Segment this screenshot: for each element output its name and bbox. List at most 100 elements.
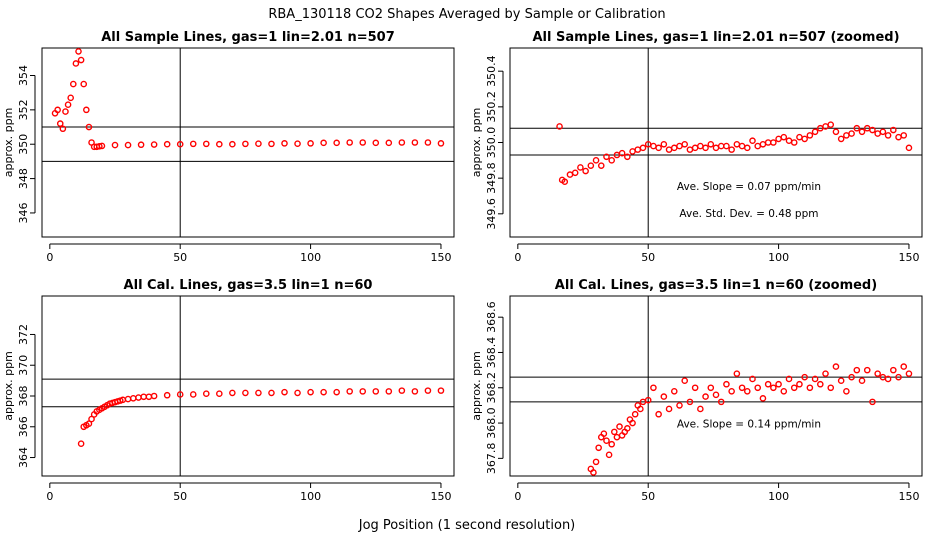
y-tick-label: 368 [17, 386, 30, 407]
data-point [255, 140, 262, 148]
data-point [900, 363, 908, 370]
x-tick-label: 0 [514, 490, 521, 503]
data-point [655, 410, 662, 418]
data-point [561, 178, 569, 186]
panel-cal-lines: All Cal. Lines, gas=3.5 lin=1 n=60 0 50 100… [2, 278, 455, 503]
x-tick-label: 0 [46, 251, 53, 264]
data-point [676, 142, 683, 150]
data-point [385, 139, 393, 147]
data-point [858, 128, 866, 136]
y-tick-label: 348 [17, 168, 30, 189]
data-point [738, 142, 746, 150]
data-point [770, 139, 777, 146]
data-point [650, 142, 657, 150]
plot-frame [509, 47, 923, 238]
data-point [595, 444, 602, 452]
y-tick-label: 368.6 [485, 301, 498, 333]
data-point [163, 391, 171, 399]
data-point [827, 121, 835, 128]
data-point [608, 157, 615, 164]
data-point [346, 388, 353, 395]
data-point [124, 141, 132, 149]
panel-title: All Cal. Lines, gas=3.5 lin=1 n=60 [124, 278, 373, 293]
data-point [618, 149, 626, 157]
data-point [853, 124, 861, 132]
data-point [268, 389, 275, 397]
data-point [728, 387, 735, 395]
data-point [691, 384, 699, 392]
data-point [145, 393, 153, 401]
data-point [806, 132, 814, 139]
annotation: Ave. Slope = 0.14 ppm/min [677, 418, 821, 430]
data-point [733, 140, 741, 148]
data-point [83, 106, 90, 114]
data-point [848, 130, 855, 137]
data-point [764, 139, 772, 146]
x-tick-label: 50 [641, 251, 655, 264]
panel-cal-lines-zoomed: All Cal. Lines, gas=3.5 lin=1 n=60 (zoom… [470, 278, 923, 503]
data-point [372, 139, 380, 147]
data-point [582, 167, 589, 175]
data-point [176, 391, 184, 398]
data-point [307, 140, 314, 147]
y-tick-label: 349.8 [485, 162, 498, 194]
data-point [216, 390, 223, 397]
data-point [69, 80, 77, 88]
data-point [54, 106, 61, 114]
data-point [759, 395, 767, 402]
data-point [85, 123, 93, 131]
data-point [281, 388, 288, 396]
x-tick-label: 50 [173, 490, 187, 503]
x-tick-label: 100 [300, 251, 321, 264]
y-tick-label: 350.2 [485, 91, 498, 123]
data-point [72, 60, 80, 67]
x-tick-label: 50 [173, 251, 187, 264]
data-point [631, 410, 639, 418]
data-point [858, 377, 866, 385]
x-tick-label: 100 [768, 251, 789, 264]
data-point [592, 157, 600, 164]
data-point [587, 162, 595, 169]
data-point [80, 80, 88, 88]
data-point [189, 140, 197, 148]
data-point [372, 388, 380, 395]
data-point [905, 144, 913, 152]
y-tick-label: 350.4 [485, 55, 498, 87]
data-point [827, 384, 835, 392]
plot-frame [41, 295, 455, 477]
data-point [796, 380, 803, 388]
data-point [611, 428, 618, 436]
x-tick-label: 0 [46, 490, 53, 503]
data-point [437, 140, 445, 147]
data-point [216, 140, 223, 148]
data-point [320, 388, 327, 396]
data-point [650, 384, 657, 392]
data-point [613, 433, 621, 441]
data-point [359, 388, 367, 395]
data-point [176, 140, 184, 148]
data-point [202, 390, 210, 397]
panel-title: All Cal. Lines, gas=3.5 lin=1 n=60 (zoom… [555, 278, 877, 293]
panel-sample-lines: All Sample Lines, gas=1 lin=2.01 n=507 0 5… [2, 30, 455, 264]
data-point [320, 139, 327, 147]
data-point [281, 140, 288, 147]
y-tick-label: 364 [17, 447, 30, 468]
y-tick-label: 354 [17, 65, 30, 86]
data-point [707, 384, 715, 392]
data-point [681, 377, 689, 385]
data-point [597, 162, 605, 169]
data-point [723, 380, 730, 388]
data-point [670, 144, 678, 152]
y-tick-label: 370 [17, 355, 30, 376]
data-point [346, 139, 353, 146]
data-point [770, 384, 777, 392]
data-point [411, 139, 419, 146]
plot-frame [41, 47, 455, 238]
data-point [577, 164, 584, 171]
data-point [600, 430, 608, 437]
data-point [884, 132, 892, 139]
data-point [59, 125, 67, 133]
data-point [723, 142, 730, 150]
data-point [333, 139, 340, 147]
